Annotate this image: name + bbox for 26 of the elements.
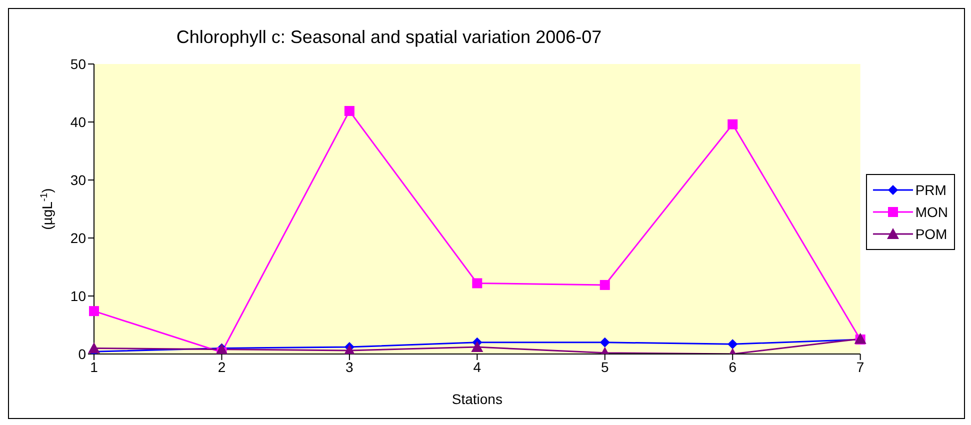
y-tick-label: 20 xyxy=(70,230,86,246)
chart-title: Chlorophyll c: Seasonal and spatial variation 2006-07 xyxy=(175,27,603,48)
x-tick-label: 5 xyxy=(600,358,609,375)
y-tick-label: 10 xyxy=(70,288,86,304)
x-tick-label: 3 xyxy=(346,358,354,375)
point xyxy=(471,341,484,352)
y-tick-label: 50 xyxy=(70,56,86,72)
y-tick-label: 30 xyxy=(70,172,86,188)
legend-label: POM xyxy=(915,224,948,244)
x-tick-label: 7 xyxy=(856,358,864,375)
x-axis-title: Stations xyxy=(452,391,502,407)
x-tick-label: 2 xyxy=(218,358,226,375)
point xyxy=(728,339,738,350)
legend-label: PRM xyxy=(915,180,946,200)
x-tick-label: 6 xyxy=(728,358,737,375)
y-tick-label: 40 xyxy=(70,114,86,130)
legend-label: MON xyxy=(915,202,948,222)
point xyxy=(472,278,482,288)
point xyxy=(728,119,738,130)
y-tick-label: 0 xyxy=(78,346,86,362)
x-tick-label: 1 xyxy=(90,358,98,375)
point xyxy=(600,280,610,290)
x-tick-label: 4 xyxy=(473,358,482,375)
point xyxy=(600,337,610,348)
point xyxy=(344,106,354,116)
point xyxy=(89,306,99,316)
